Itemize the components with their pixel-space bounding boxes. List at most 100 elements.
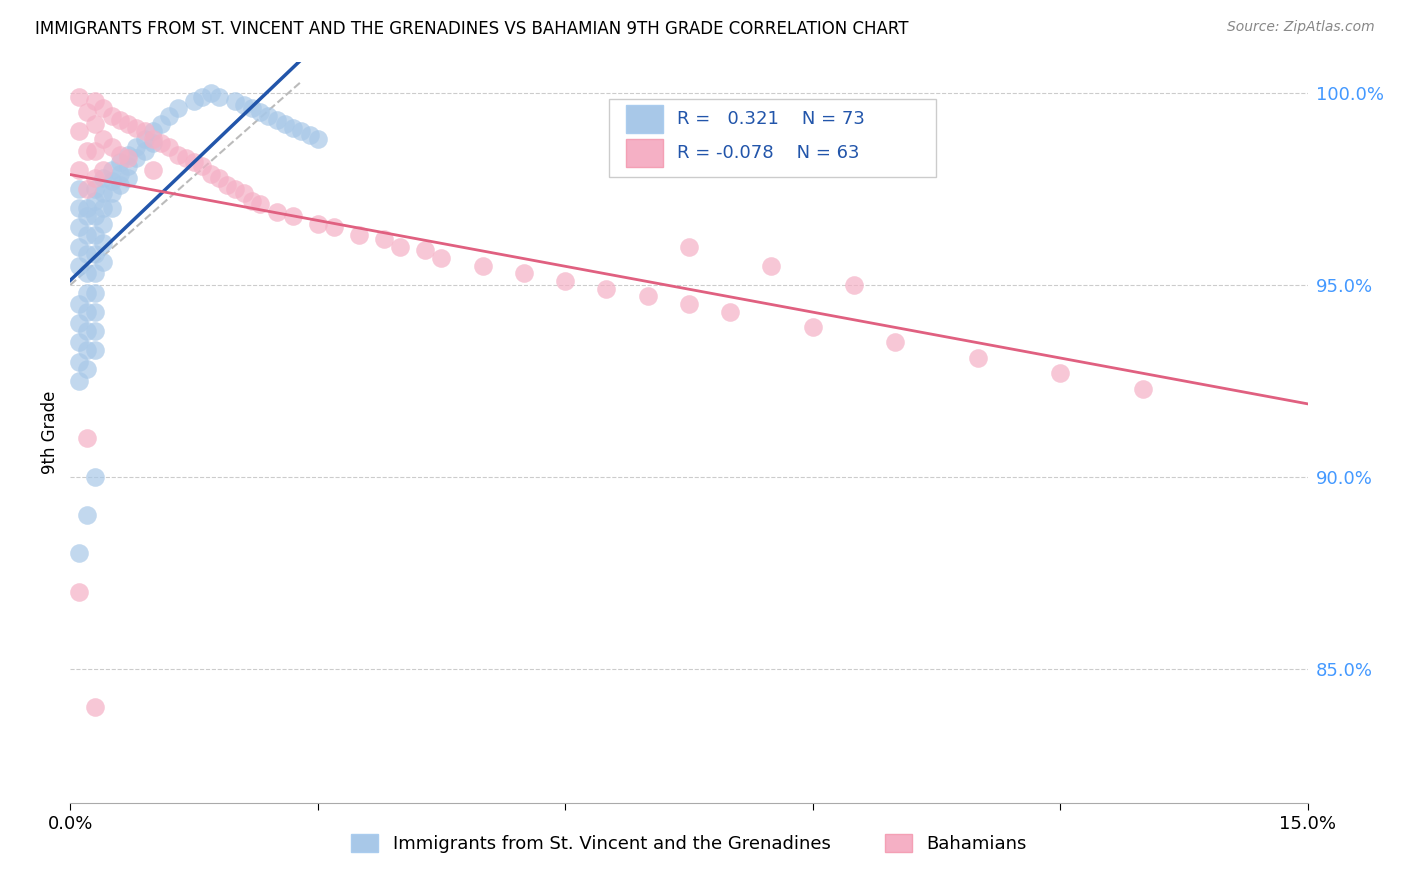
Point [67, 354, 90, 368]
Point [307, 132, 329, 146]
Point [842, 277, 865, 292]
Point [157, 109, 180, 123]
Point [91, 235, 114, 250]
Point [125, 120, 148, 135]
Point [67, 220, 90, 235]
Point [125, 152, 148, 166]
Point [117, 170, 139, 185]
Point [76, 247, 98, 261]
Point [84, 324, 107, 338]
Point [91, 186, 114, 200]
Point [84, 305, 107, 319]
Point [84, 469, 107, 483]
Point [84, 209, 107, 223]
Point [307, 217, 329, 231]
Point [678, 297, 700, 311]
Point [67, 374, 90, 388]
Point [761, 259, 783, 273]
Point [134, 124, 156, 138]
Point [100, 140, 122, 154]
Point [208, 170, 231, 185]
Point [76, 431, 98, 445]
Point [67, 584, 90, 599]
Point [76, 324, 98, 338]
Point [76, 201, 98, 215]
Point [108, 147, 131, 161]
Point [323, 220, 346, 235]
FancyBboxPatch shape [609, 99, 936, 178]
Point [76, 305, 98, 319]
Y-axis label: 9th Grade: 9th Grade [41, 391, 59, 475]
Point [91, 217, 114, 231]
Point [76, 285, 98, 300]
Point [100, 174, 122, 188]
Point [718, 305, 741, 319]
Point [142, 162, 165, 177]
Point [84, 170, 107, 185]
Point [84, 194, 107, 208]
Legend: Immigrants from St. Vincent and the Grenadines, Bahamians: Immigrants from St. Vincent and the Gren… [344, 827, 1033, 861]
Point [76, 508, 98, 522]
Point [208, 90, 231, 104]
Point [232, 186, 254, 200]
Point [142, 124, 165, 138]
Point [200, 167, 222, 181]
Point [108, 113, 131, 128]
Point [249, 105, 271, 120]
Point [183, 155, 205, 169]
Text: Source: ZipAtlas.com: Source: ZipAtlas.com [1227, 20, 1375, 34]
Point [117, 147, 139, 161]
Point [224, 94, 246, 108]
Point [100, 162, 122, 177]
Point [108, 178, 131, 193]
Point [100, 186, 122, 200]
Point [554, 274, 576, 288]
Point [67, 90, 90, 104]
Point [266, 113, 288, 128]
Point [281, 120, 304, 135]
Point [249, 197, 271, 211]
Point [76, 267, 98, 281]
Point [215, 178, 238, 193]
Text: R = -0.078    N = 63: R = -0.078 N = 63 [676, 144, 859, 161]
Point [84, 285, 107, 300]
Text: IMMIGRANTS FROM ST. VINCENT AND THE GRENADINES VS BAHAMIAN 9TH GRADE CORRELATION: IMMIGRANTS FROM ST. VINCENT AND THE GREN… [35, 20, 908, 37]
Point [117, 117, 139, 131]
Point [257, 109, 280, 123]
Point [76, 343, 98, 358]
Point [67, 182, 90, 196]
Point [84, 699, 107, 714]
Point [678, 239, 700, 253]
Point [100, 201, 122, 215]
Point [134, 132, 156, 146]
Point [84, 267, 107, 281]
Point [76, 105, 98, 120]
Point [67, 297, 90, 311]
Point [67, 239, 90, 253]
Point [67, 124, 90, 138]
Point [84, 117, 107, 131]
Point [84, 94, 107, 108]
Point [266, 205, 288, 219]
Point [281, 209, 304, 223]
Point [76, 228, 98, 243]
Point [84, 182, 107, 196]
Point [513, 267, 536, 281]
Point [232, 97, 254, 112]
Point [108, 167, 131, 181]
Point [595, 282, 617, 296]
Point [637, 289, 659, 303]
Point [430, 251, 453, 265]
Point [884, 335, 907, 350]
Point [117, 152, 139, 166]
Text: R =   0.321    N = 73: R = 0.321 N = 73 [676, 110, 865, 128]
Point [67, 259, 90, 273]
Point [142, 132, 165, 146]
Point [67, 201, 90, 215]
Point [191, 159, 214, 173]
Point [91, 201, 114, 215]
Point [290, 124, 312, 138]
Point [67, 335, 90, 350]
Point [117, 159, 139, 173]
Point [67, 162, 90, 177]
